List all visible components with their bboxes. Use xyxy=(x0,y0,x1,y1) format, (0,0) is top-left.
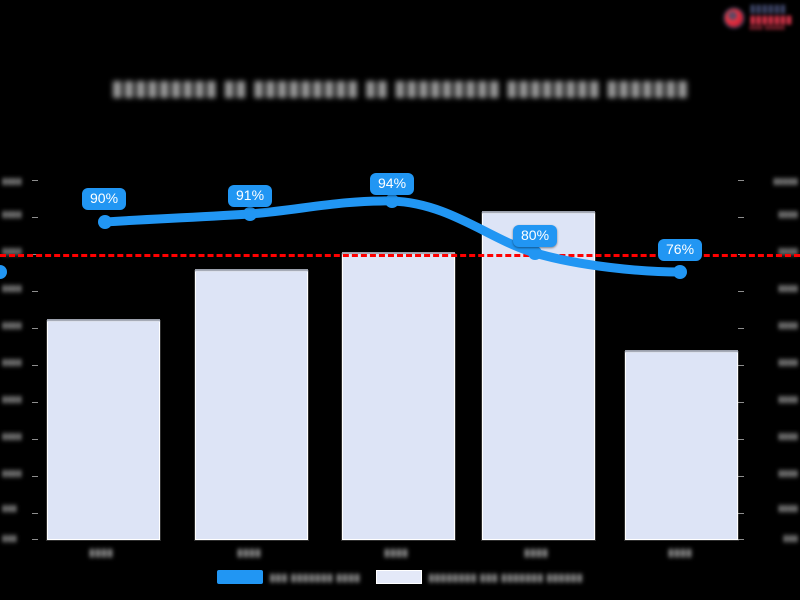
line-marker-4[interactable] xyxy=(0,265,7,279)
line-path xyxy=(100,196,685,277)
left-axis-label-6: ▮▮▮▮ xyxy=(2,394,22,404)
reference-line xyxy=(0,254,800,257)
left-axis-label-8: ▮▮▮▮ xyxy=(2,468,22,478)
x-axis-label-0: ▮▮▮▮ xyxy=(71,546,131,559)
x-axis-label-2: ▮▮▮▮ xyxy=(366,546,426,559)
data-label-2: 94% xyxy=(370,173,415,196)
right-axis-label-4: ▮▮▮▮ xyxy=(778,320,798,330)
right-axis-label-3: ▮▮▮▮ xyxy=(778,283,798,293)
line-marker-3[interactable] xyxy=(528,246,542,260)
legend-item-line[interactable]: ▮▮▮ ▮▮▮▮▮▮▮ ▮▮▮▮ xyxy=(217,570,360,584)
brand-logo: ▮▮▮▮▮▮ ▮▮▮▮▮▮▮ ▮▮▮▮ ▮▮▮▮▮▮ xyxy=(722,3,792,32)
logo-wordmark: ▮▮▮▮▮▮ ▮▮▮▮▮▮▮ ▮▮▮▮ ▮▮▮▮▮▮ xyxy=(749,3,792,32)
left-tick xyxy=(32,180,38,181)
right-axis-label-6: ▮▮▮▮ xyxy=(778,394,798,404)
chart-title: ▮▮▮▮▮▮▮▮▮ ▮▮ ▮▮▮▮▮▮▮▮▮ ▮▮ ▮▮▮▮▮▮▮▮▮ ▮▮▮▮… xyxy=(0,76,800,101)
chart-legend: ▮▮▮ ▮▮▮▮▮▮▮ ▮▮▮▮ ▮▮▮▮▮▮▮▮ ▮▮▮ ▮▮▮▮▮▮▮ ▮▮… xyxy=(0,570,800,584)
left-tick xyxy=(32,291,38,292)
left-axis-label-1: ▮▮▮▮ xyxy=(2,209,22,219)
left-tick xyxy=(32,476,38,477)
logo-tagline: ▮▮▮▮ ▮▮▮▮▮▮ xyxy=(749,25,786,32)
x-axis-label-1-text: ▮▮▮▮ xyxy=(236,547,262,559)
chart-title-text: ▮▮▮▮▮▮▮▮▮ ▮▮ ▮▮▮▮▮▮▮▮▮ ▮▮ ▮▮▮▮▮▮▮▮▮ ▮▮▮▮… xyxy=(111,77,689,100)
left-axis-label-4: ▮▮▮▮ xyxy=(2,320,22,330)
legend-label-line: ▮▮▮ ▮▮▮▮▮▮▮ ▮▮▮▮ xyxy=(269,571,361,584)
logo-word-1: ▮▮▮▮▮▮ xyxy=(749,3,786,15)
right-tick xyxy=(738,328,744,329)
data-label-4: 76% xyxy=(658,239,703,262)
logo-mark-icon xyxy=(722,6,745,29)
left-tick xyxy=(32,217,38,218)
left-axis-label-0: ▮▮▮▮ xyxy=(2,176,22,186)
x-axis-label-2-text: ▮▮▮▮ xyxy=(383,547,409,559)
right-axis-label-7: ▮▮▮▮ xyxy=(778,431,798,441)
right-tick xyxy=(738,180,744,181)
right-tick xyxy=(738,217,744,218)
bar-2[interactable] xyxy=(342,252,455,540)
right-tick xyxy=(738,476,744,477)
line-marker-0[interactable] xyxy=(98,215,112,229)
data-label-0: 90% xyxy=(82,188,127,211)
right-tick xyxy=(738,513,744,514)
line-marker-2[interactable] xyxy=(385,194,399,208)
x-axis-label-0-text: ▮▮▮▮ xyxy=(88,547,114,559)
bar-3[interactable] xyxy=(482,211,595,540)
left-axis-label-2: ▮▮▮▮ xyxy=(2,246,22,256)
x-axis-label-4: ▮▮▮▮ xyxy=(650,546,710,559)
left-axis-label-5: ▮▮▮▮ xyxy=(2,357,22,367)
legend-swatch-line-icon xyxy=(217,570,264,584)
right-axis-label-2: ▮▮▮▮ xyxy=(778,246,798,256)
line-marker-1[interactable] xyxy=(243,207,257,221)
right-axis-label-8: ▮▮▮▮ xyxy=(778,468,798,478)
bar-4[interactable] xyxy=(625,350,738,540)
left-axis-label-3: ▮▮▮▮ xyxy=(2,283,22,293)
right-tick xyxy=(738,365,744,366)
legend-swatch-bar-icon xyxy=(376,570,423,584)
right-tick xyxy=(738,291,744,292)
x-axis-label-3: ▮▮▮▮ xyxy=(506,546,566,559)
left-tick xyxy=(32,439,38,440)
right-axis-label-10: ▮▮▮ xyxy=(783,533,798,543)
right-axis-label-1: ▮▮▮▮ xyxy=(778,209,798,219)
x-axis-label-3-text: ▮▮▮▮ xyxy=(523,547,549,559)
data-label-1: 91% xyxy=(228,185,273,208)
legend-item-bar[interactable]: ▮▮▮▮▮▮▮▮ ▮▮▮ ▮▮▮▮▮▮▮ ▮▮▮▮▮▮ xyxy=(376,570,583,584)
left-tick xyxy=(32,513,38,514)
logo-word-2: ▮▮▮▮▮▮▮ xyxy=(749,14,792,27)
left-tick xyxy=(32,539,38,540)
left-tick xyxy=(32,365,38,366)
line-marker-4b[interactable] xyxy=(673,265,687,279)
left-tick xyxy=(32,328,38,329)
right-axis-label-5: ▮▮▮▮ xyxy=(778,357,798,367)
left-axis-label-9: ▮▮▮ xyxy=(2,503,17,513)
x-axis-label-1: ▮▮▮▮ xyxy=(219,546,279,559)
x-axis-label-4-text: ▮▮▮▮ xyxy=(667,547,693,559)
left-axis-label-10: ▮▮▮ xyxy=(2,533,17,543)
bar-1[interactable] xyxy=(195,269,308,540)
legend-label-bar: ▮▮▮▮▮▮▮▮ ▮▮▮ ▮▮▮▮▮▮▮ ▮▮▮▮▮▮ xyxy=(428,571,583,584)
left-axis-label-7: ▮▮▮▮ xyxy=(2,431,22,441)
left-tick xyxy=(32,402,38,403)
right-tick xyxy=(738,439,744,440)
right-tick xyxy=(738,402,744,403)
right-tick xyxy=(738,539,744,540)
data-label-3: 80% xyxy=(513,225,558,248)
right-axis-label-0: ▮▮▮▮▮ xyxy=(773,176,798,186)
plot-area xyxy=(32,175,744,540)
bar-0[interactable] xyxy=(47,319,160,540)
right-axis-label-9: ▮▮▮▮ xyxy=(778,503,798,513)
